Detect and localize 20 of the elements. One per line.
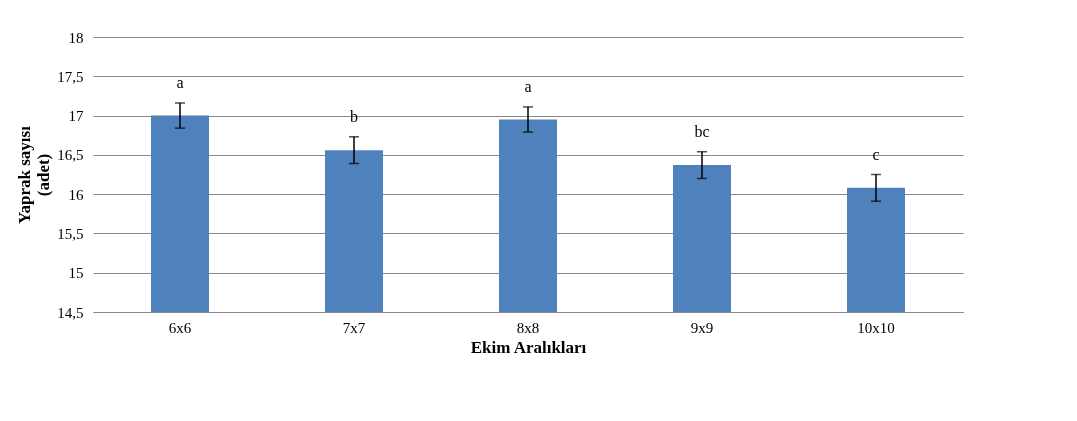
x-tick-label: 7x7 (342, 319, 366, 336)
y-tick-label: 17,5 (57, 68, 84, 85)
annotation: a (524, 77, 532, 95)
x-tick-label: 8x8 (516, 319, 540, 336)
x-tick-label: 6x6 (168, 319, 192, 336)
y-tick-label: 14,5 (57, 304, 84, 321)
y-tick-label: 17 (68, 108, 84, 125)
y-tick-label: 16,5 (57, 147, 84, 164)
annotation: a (176, 74, 184, 91)
y-axis-title: Yaprak sayısı (adet) (15, 125, 54, 224)
y-tick-label: 16 (68, 186, 84, 203)
annotation: b (350, 107, 358, 125)
y-tick-label: 18 (68, 29, 84, 46)
x-tick-label: 10x10 (857, 319, 895, 336)
x-axis-title: Ekim Aralıkları (470, 337, 587, 357)
annotation: c (872, 145, 880, 163)
y-tick-label: 15 (68, 265, 84, 282)
y-tick-label: 15,5 (57, 225, 84, 242)
x-tick-label: 9x9 (690, 319, 714, 336)
annotation: bc (694, 122, 710, 140)
